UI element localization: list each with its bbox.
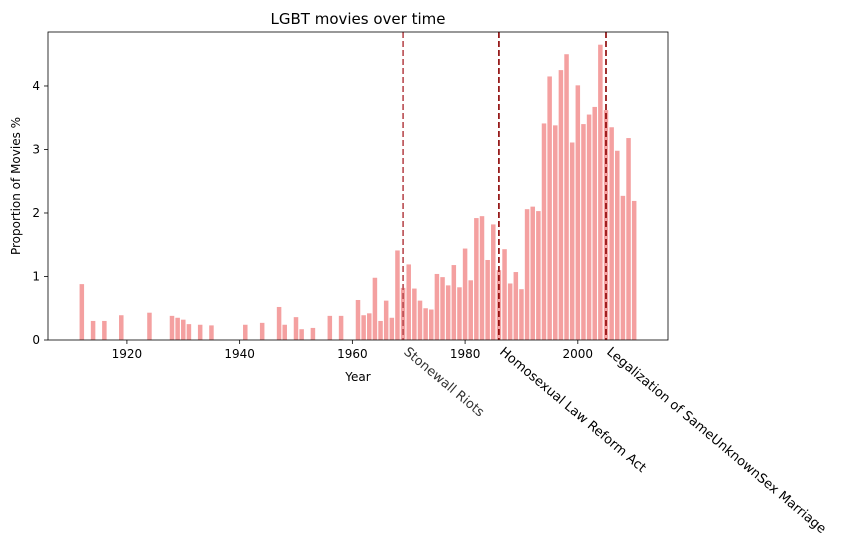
bar-1965 (378, 320, 383, 340)
bar-1958 (338, 315, 344, 340)
axes-group: 1920 1940 1960 1980 2000 0 1 2 3 4 (32, 31, 669, 361)
bar-1983 (479, 216, 485, 340)
bar-1961 (355, 299, 361, 340)
bar-1924 (147, 312, 152, 340)
bar-1956 (327, 315, 333, 340)
bar-1919 (119, 315, 124, 340)
bar-1970 (406, 264, 411, 340)
bar-1975 (434, 273, 440, 340)
bar-2009 (626, 138, 631, 340)
bar-1999 (569, 142, 575, 340)
bar-1995 (547, 76, 552, 340)
x-tick-label-1940: 1940 (224, 347, 255, 361)
bar-1973 (423, 308, 428, 340)
event-label-3: Legalization of SameUnknownSex Marriage (603, 345, 828, 537)
chart-title: LGBT movies over time (271, 10, 446, 28)
bar-1979 (457, 287, 462, 340)
bar-1992 (530, 206, 535, 340)
y-tick-label-4: 4 (32, 79, 40, 93)
bar-1990 (519, 289, 524, 340)
bar-1944 (259, 322, 265, 340)
plot-frame (47, 31, 669, 341)
bar-1933 (197, 324, 203, 340)
y-tick-label-3: 3 (32, 142, 40, 156)
bar-1947 (276, 306, 282, 340)
bar-1974 (429, 309, 434, 340)
x-tick-label-2000: 2000 (563, 347, 594, 361)
bar-1930 (181, 319, 186, 340)
bar-1976 (440, 277, 445, 340)
x-tick-label-1960: 1960 (337, 347, 368, 361)
bar-1981 (468, 280, 473, 340)
bar-1984 (485, 259, 490, 340)
bar-2004 (598, 44, 603, 341)
y-tick-label-2: 2 (32, 206, 40, 220)
bar-1989 (513, 272, 519, 340)
bar-1928 (169, 315, 175, 340)
bar-2000 (575, 85, 581, 340)
bar-1953 (310, 327, 316, 340)
bar-1997 (558, 70, 564, 341)
bar-2002 (586, 114, 592, 340)
bar-1982 (474, 218, 479, 340)
bar-1993 (536, 211, 541, 340)
bar-1963 (367, 313, 372, 340)
y-tick-label-0: 0 (32, 333, 40, 347)
bars-group (79, 44, 637, 341)
bar-2003 (592, 106, 597, 340)
bar-1988 (507, 283, 513, 340)
bar-1994 (541, 123, 547, 341)
bar-2010 (631, 200, 637, 340)
bar-2006 (609, 127, 614, 341)
bar-1967 (389, 317, 395, 340)
bar-1991 (524, 209, 530, 340)
bar-2001 (581, 124, 586, 340)
bar-1912 (79, 284, 85, 340)
bar-2008 (620, 195, 626, 340)
x-tick-label-1980: 1980 (450, 347, 481, 361)
bar-1941 (243, 324, 248, 340)
bar-1914 (90, 320, 96, 340)
bar-1962 (361, 315, 366, 340)
bar-1978 (451, 265, 457, 340)
bar-1964 (372, 277, 378, 340)
y-tick-label-1: 1 (32, 269, 40, 283)
bar-1987 (502, 249, 507, 340)
bar-1931 (186, 324, 192, 340)
bar-1985 (491, 224, 496, 340)
bar-1968 (395, 250, 400, 340)
x-tick-label-1920: 1920 (112, 347, 143, 361)
bar-1929 (175, 317, 180, 340)
bar-2007 (615, 150, 620, 340)
bar-1980 (462, 248, 468, 340)
bar-1977 (445, 285, 451, 340)
bar-1998 (564, 54, 569, 340)
bar-1935 (209, 325, 214, 340)
bar-1996 (553, 125, 558, 341)
bar-1971 (412, 288, 417, 340)
bar-1951 (299, 329, 304, 340)
bar-1948 (282, 324, 287, 340)
bar-1972 (417, 300, 423, 340)
x-axis-label: Year (344, 370, 370, 384)
bar-1916 (102, 320, 107, 340)
y-axis-label: Proportion of Movies % (9, 117, 23, 255)
bar-1966 (383, 300, 389, 340)
bar-1950 (293, 317, 299, 340)
